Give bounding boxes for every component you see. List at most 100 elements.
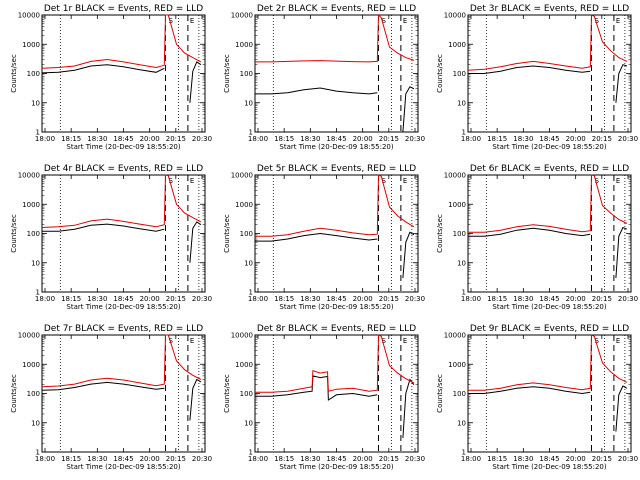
x-tick-label: 18:30 [300, 135, 320, 143]
x-tick-label: 20:00 [353, 455, 373, 463]
x-tick-label: 18:45 [539, 295, 559, 303]
y-tick-label: 10000 [18, 172, 40, 180]
panel-4: Det 4r BLACK = Events, RED = LLD 1 10 100 10… [10, 164, 212, 311]
x-tick-label: 18:15 [274, 135, 294, 143]
y-tick-label: 10000 [18, 332, 40, 340]
start-marker-label: S [594, 177, 599, 185]
x-tick-label: 20:15 [166, 455, 186, 463]
x-tick-label: 20:30 [405, 455, 425, 463]
y-axis-label: Counts/sec [10, 54, 18, 93]
x-axis-label: Start Time (20-Dec-09 18:55:20) [492, 143, 606, 151]
x-tick-label: 18:00 [35, 295, 55, 303]
y-tick-label: 10000 [444, 332, 466, 340]
y-tick-label: 10000 [444, 172, 466, 180]
end-marker-label: E [403, 177, 407, 185]
plot-frame [467, 174, 632, 293]
panel-2: Det 2r BLACK = Events, RED = LLD 1 10 100 10… [223, 4, 425, 151]
start-marker-label: S [168, 17, 173, 25]
series-line-lld [41, 14, 202, 69]
panel-title: Det 2r BLACK = Events, RED = LLD [257, 4, 416, 14]
y-tick-label: 1 [36, 289, 40, 297]
y-axis-label: Counts/sec [223, 214, 231, 253]
x-tick-label: 18:45 [326, 455, 346, 463]
y-axis-label: Counts/sec [436, 214, 444, 253]
y-tick-label: 1 [249, 449, 253, 457]
x-tick-label: 18:15 [61, 135, 81, 143]
x-tick-label: 18:00 [248, 135, 268, 143]
panel-title: Det 7r BLACK = Events, RED = LLD [44, 324, 203, 334]
y-tick-label: 1 [249, 129, 253, 137]
y-tick-label: 1000 [22, 41, 40, 49]
y-tick-label: 10 [457, 99, 466, 107]
series-line-events [255, 86, 415, 133]
x-tick-label: 20:15 [166, 295, 186, 303]
x-tick-label: 20:30 [618, 455, 638, 463]
y-tick-label: 100 [27, 390, 40, 398]
series-line-events [42, 221, 202, 263]
x-tick-label: 18:45 [113, 135, 133, 143]
plot-frame [254, 334, 419, 453]
x-tick-label: 20:30 [618, 135, 638, 143]
x-axis-label: Start Time (20-Dec-09 18:55:20) [279, 463, 393, 471]
x-tick-label: 18:00 [248, 295, 268, 303]
x-tick-label: 18:00 [461, 135, 481, 143]
series-line-events [255, 375, 415, 439]
y-tick-label: 10 [31, 99, 40, 107]
y-tick-label: 100 [453, 390, 466, 398]
x-tick-label: 18:30 [300, 295, 320, 303]
y-axis-label: Counts/sec [10, 374, 18, 413]
y-tick-label: 1 [249, 289, 253, 297]
end-marker-label: E [190, 177, 194, 185]
end-marker-label: E [190, 17, 194, 25]
end-marker-label: E [403, 337, 407, 345]
y-tick-label: 10 [31, 419, 40, 427]
x-tick-label: 20:15 [592, 135, 612, 143]
y-tick-label: 10 [457, 259, 466, 267]
y-tick-label: 1 [462, 289, 466, 297]
y-tick-label: 1000 [235, 201, 253, 209]
y-tick-label: 10 [244, 419, 253, 427]
series-line-lld [255, 174, 415, 237]
series-line-lld [41, 174, 202, 228]
x-tick-label: 18:15 [487, 295, 507, 303]
plot-frame [254, 174, 419, 293]
x-axis-label: Start Time (20-Dec-09 18:55:20) [279, 303, 393, 311]
x-tick-label: 18:15 [274, 455, 294, 463]
x-tick-label: 20:30 [618, 295, 638, 303]
panel-title: Det 4r BLACK = Events, RED = LLD [44, 164, 203, 174]
x-tick-label: 20:30 [192, 455, 212, 463]
panel-title: Det 5r BLACK = Events, RED = LLD [257, 164, 416, 174]
x-tick-label: 18:00 [248, 455, 268, 463]
y-tick-label: 1000 [448, 201, 466, 209]
plot-frame [41, 14, 206, 133]
x-tick-label: 20:00 [140, 295, 160, 303]
y-tick-label: 10 [244, 99, 253, 107]
x-axis-label: Start Time (20-Dec-09 18:55:20) [279, 143, 393, 151]
y-tick-label: 10 [244, 259, 253, 267]
y-tick-label: 1000 [22, 201, 40, 209]
x-tick-label: 20:00 [566, 135, 586, 143]
y-axis-label: Counts/sec [223, 374, 231, 413]
panel-5: Det 5r BLACK = Events, RED = LLD 1 10 100 10… [223, 164, 425, 311]
x-tick-label: 20:00 [353, 135, 373, 143]
y-tick-label: 1 [462, 129, 466, 137]
x-tick-label: 20:15 [379, 455, 399, 463]
y-tick-label: 100 [453, 70, 466, 78]
y-tick-label: 10 [457, 419, 466, 427]
series-line-events [41, 61, 202, 103]
x-tick-label: 20:30 [405, 135, 425, 143]
y-tick-label: 10000 [231, 172, 253, 180]
x-tick-label: 18:15 [274, 295, 294, 303]
x-tick-label: 18:30 [300, 455, 320, 463]
x-tick-label: 18:30 [513, 135, 533, 143]
series-line-events [41, 378, 202, 421]
x-tick-label: 20:15 [592, 455, 612, 463]
start-marker-label: S [381, 337, 386, 345]
panel-7: Det 7r BLACK = Events, RED = LLD 1 10 100 10… [10, 324, 212, 471]
x-tick-label: 18:45 [113, 295, 133, 303]
plot-frame [467, 14, 632, 133]
start-marker-label: S [168, 337, 173, 345]
x-tick-label: 18:30 [87, 455, 107, 463]
y-tick-label: 1000 [448, 41, 466, 49]
y-tick-label: 1 [36, 129, 40, 137]
